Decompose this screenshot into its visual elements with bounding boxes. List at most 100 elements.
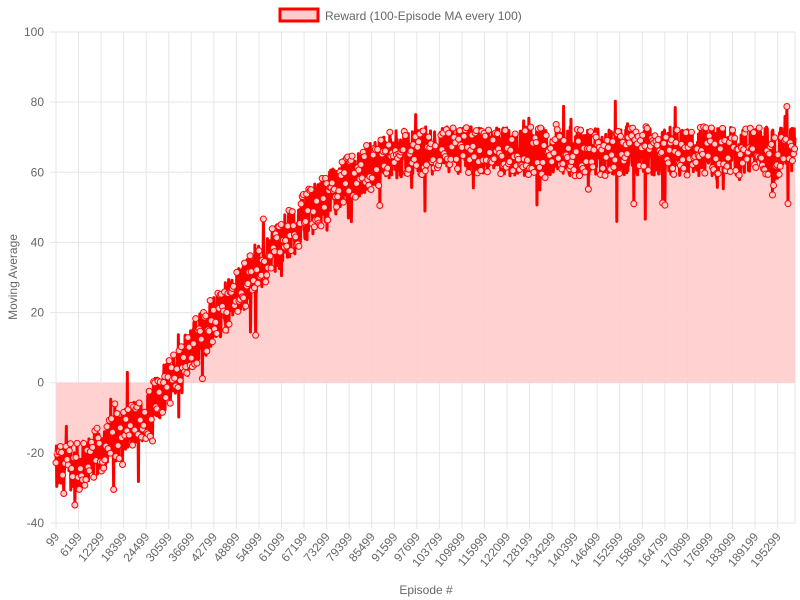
data-point bbox=[328, 179, 336, 187]
data-point bbox=[89, 443, 97, 451]
data-point bbox=[95, 439, 103, 447]
data-point bbox=[335, 187, 343, 195]
data-point bbox=[782, 135, 790, 143]
series-points bbox=[52, 102, 799, 509]
data-point bbox=[162, 394, 170, 402]
data-point bbox=[674, 150, 682, 158]
data-point bbox=[419, 127, 427, 135]
data-point bbox=[489, 136, 497, 144]
data-point bbox=[736, 151, 744, 159]
data-point bbox=[180, 354, 188, 362]
data-point bbox=[630, 200, 638, 208]
data-point bbox=[615, 169, 623, 177]
data-point bbox=[302, 218, 310, 226]
data-point bbox=[477, 167, 485, 175]
data-point bbox=[107, 415, 115, 423]
data-point bbox=[126, 422, 134, 430]
data-point bbox=[183, 369, 191, 377]
data-point bbox=[723, 162, 731, 170]
data-point bbox=[493, 130, 501, 138]
data-point bbox=[654, 136, 662, 144]
y-tick-label: 60 bbox=[31, 165, 45, 179]
data-point bbox=[166, 399, 174, 407]
legend-swatch[interactable] bbox=[278, 7, 320, 23]
data-point bbox=[261, 257, 268, 265]
data-point bbox=[334, 193, 342, 201]
data-point bbox=[775, 170, 783, 178]
data-point bbox=[295, 242, 303, 250]
data-point bbox=[119, 460, 127, 468]
data-point bbox=[460, 132, 468, 140]
data-point bbox=[368, 174, 376, 182]
data-point bbox=[752, 164, 760, 172]
data-point bbox=[470, 153, 478, 161]
data-point bbox=[665, 146, 673, 154]
data-point bbox=[673, 126, 681, 134]
data-point bbox=[106, 449, 114, 457]
data-point bbox=[110, 485, 118, 493]
data-point bbox=[333, 203, 341, 211]
legend[interactable]: Reward (100-Episode MA every 100) bbox=[278, 7, 522, 23]
data-point bbox=[603, 136, 611, 144]
data-point bbox=[732, 167, 740, 175]
data-point bbox=[369, 151, 377, 159]
data-point bbox=[609, 138, 617, 146]
data-point bbox=[658, 149, 666, 156]
data-point bbox=[69, 473, 77, 481]
data-point bbox=[445, 129, 453, 137]
data-point bbox=[197, 335, 205, 343]
x-axis-title: Episode # bbox=[399, 583, 453, 597]
data-point bbox=[100, 464, 108, 472]
data-point bbox=[319, 195, 327, 203]
y-tick-label: 40 bbox=[31, 235, 45, 249]
data-point bbox=[385, 141, 393, 149]
data-point bbox=[177, 343, 185, 351]
data-point bbox=[653, 141, 661, 149]
data-point bbox=[222, 326, 230, 334]
data-point bbox=[253, 266, 261, 274]
data-point bbox=[716, 145, 724, 153]
data-point bbox=[309, 208, 317, 216]
data-point bbox=[735, 171, 743, 179]
data-point bbox=[497, 170, 505, 178]
data-point bbox=[569, 153, 577, 161]
data-point bbox=[407, 147, 415, 155]
data-point bbox=[617, 132, 625, 140]
data-point bbox=[307, 186, 315, 194]
data-point bbox=[386, 128, 394, 136]
y-tick-label: 100 bbox=[24, 25, 44, 39]
data-point bbox=[68, 465, 76, 473]
data-point bbox=[176, 377, 184, 385]
data-point bbox=[575, 172, 583, 180]
data-point bbox=[85, 467, 93, 475]
data-point bbox=[560, 137, 568, 145]
data-point bbox=[750, 129, 758, 137]
data-point bbox=[508, 135, 516, 143]
data-point bbox=[140, 421, 148, 429]
data-point bbox=[155, 388, 163, 396]
data-point bbox=[554, 154, 562, 162]
data-point bbox=[324, 216, 332, 224]
data-point bbox=[277, 221, 285, 229]
data-point bbox=[384, 164, 392, 172]
data-point bbox=[625, 139, 633, 147]
data-point bbox=[540, 141, 548, 149]
data-point bbox=[360, 153, 368, 161]
data-point bbox=[170, 351, 178, 359]
data-point bbox=[692, 159, 700, 166]
data-point bbox=[611, 156, 619, 164]
data-point bbox=[65, 447, 73, 455]
data-point bbox=[770, 181, 778, 189]
data-point bbox=[711, 140, 719, 148]
data-point bbox=[469, 142, 477, 150]
data-point bbox=[537, 124, 545, 132]
data-point bbox=[313, 197, 321, 205]
data-point bbox=[774, 151, 782, 159]
data-point bbox=[405, 165, 413, 173]
data-point bbox=[680, 164, 688, 172]
data-point bbox=[431, 142, 439, 150]
data-point bbox=[113, 410, 121, 418]
data-point bbox=[297, 200, 305, 208]
